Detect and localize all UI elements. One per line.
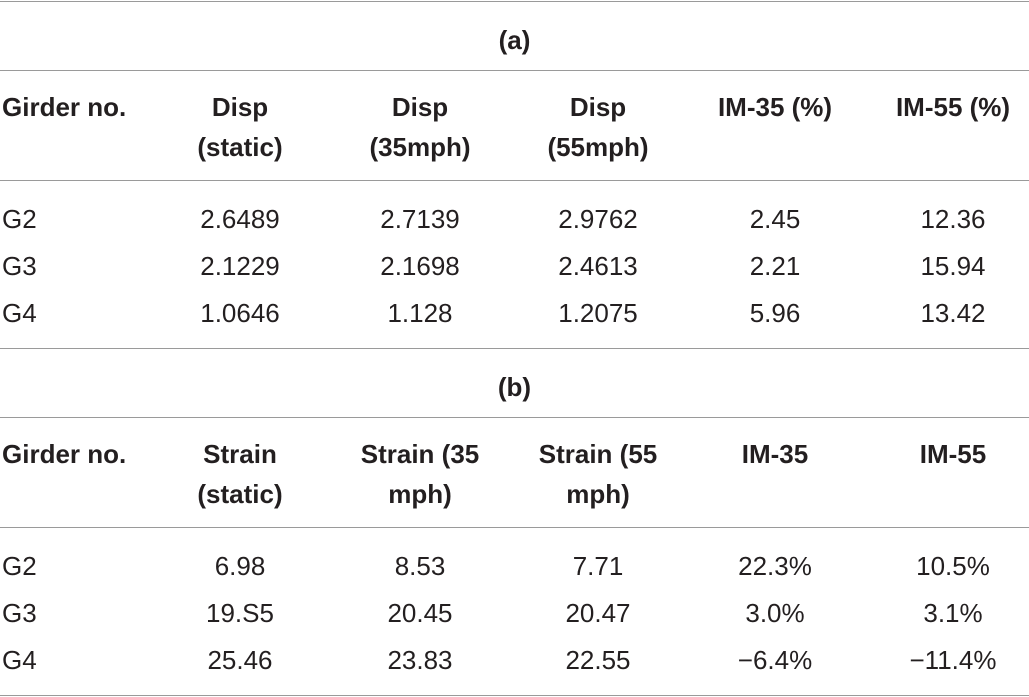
column-header: mph) bbox=[566, 479, 630, 509]
column-header: IM-35 (%) bbox=[717, 92, 833, 122]
table-cell: 12.36 bbox=[920, 204, 986, 234]
table-cell: −6.4% bbox=[737, 645, 813, 675]
column-header: (35mph) bbox=[369, 132, 471, 162]
column-header: Disp bbox=[391, 92, 449, 122]
table-cell: 8.53 bbox=[394, 551, 446, 581]
table-cell: 2.4613 bbox=[558, 251, 638, 281]
column-header: Girder no. bbox=[2, 439, 127, 469]
rule bbox=[0, 70, 1029, 71]
column-header: IM-55 (%) bbox=[895, 92, 1011, 122]
column-header: Disp bbox=[211, 92, 269, 122]
table-cell: −11.4% bbox=[909, 645, 997, 675]
table-cell: 15.94 bbox=[920, 251, 986, 281]
column-header: Disp bbox=[569, 92, 627, 122]
column-header: (static) bbox=[197, 132, 283, 162]
table-cell: 6.98 bbox=[214, 551, 266, 581]
table-cell: G4 bbox=[2, 645, 37, 675]
table-cell: G3 bbox=[2, 251, 37, 281]
section-label: (b) bbox=[497, 372, 532, 402]
rule bbox=[0, 180, 1029, 181]
table-cell: 25.46 bbox=[207, 645, 273, 675]
column-header: mph) bbox=[388, 479, 452, 509]
table-cell: 5.96 bbox=[749, 298, 801, 328]
table-cell: 23.83 bbox=[387, 645, 453, 675]
column-header: Girder no. bbox=[2, 92, 127, 122]
rule bbox=[0, 1, 1029, 2]
table-cell: 20.45 bbox=[387, 598, 453, 628]
rule bbox=[0, 695, 1029, 696]
table-cell: 13.42 bbox=[920, 298, 986, 328]
table-cell: 2.9762 bbox=[558, 204, 638, 234]
table-cell: G4 bbox=[2, 298, 37, 328]
table-cell: 3.0% bbox=[745, 598, 805, 628]
column-header: IM-35 bbox=[741, 439, 809, 469]
table-cell: G2 bbox=[2, 204, 37, 234]
table-cell: G2 bbox=[2, 551, 37, 581]
column-header: (static) bbox=[197, 479, 283, 509]
section-label: (a) bbox=[498, 25, 531, 55]
table-cell: 1.0646 bbox=[200, 298, 280, 328]
table-cell: 19.S5 bbox=[206, 598, 274, 628]
table-cell: 2.7139 bbox=[380, 204, 460, 234]
column-header: Strain bbox=[203, 439, 277, 469]
table-cell: G3 bbox=[2, 598, 37, 628]
table-cell: 1.2075 bbox=[558, 298, 638, 328]
table-cell: 20.47 bbox=[565, 598, 631, 628]
column-header: Strain (35 bbox=[360, 439, 480, 469]
table-cell: 22.3% bbox=[738, 551, 812, 581]
table-cell: 3.1% bbox=[923, 598, 983, 628]
table-cell: 2.6489 bbox=[200, 204, 280, 234]
table-cell: 7.71 bbox=[572, 551, 624, 581]
rule bbox=[0, 527, 1029, 528]
table-cell: 2.1229 bbox=[200, 251, 280, 281]
table-cell: 1.128 bbox=[387, 298, 453, 328]
column-header: Strain (55 bbox=[538, 439, 658, 469]
table-cell: 2.1698 bbox=[380, 251, 460, 281]
table-cell: 22.55 bbox=[565, 645, 631, 675]
column-header: IM-55 bbox=[919, 439, 987, 469]
rule bbox=[0, 417, 1029, 418]
column-header: (55mph) bbox=[547, 132, 649, 162]
rule bbox=[0, 348, 1029, 349]
table-cell: 10.5% bbox=[916, 551, 990, 581]
table-cell: 2.21 bbox=[749, 251, 801, 281]
table-cell: 2.45 bbox=[749, 204, 801, 234]
